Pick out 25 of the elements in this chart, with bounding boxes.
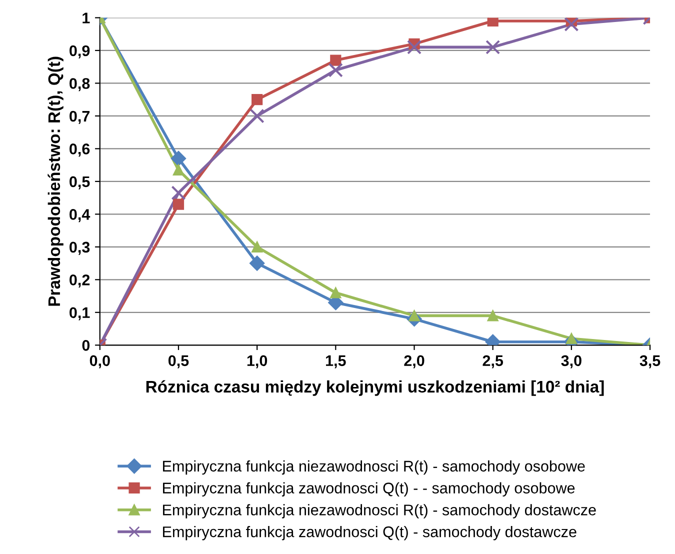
- legend-label: Empiryczna funkcja zawodnosci Q(t) - samochody dostawcze: [163, 526, 576, 540]
- legend-label: Empiryczna funkcja niezawodnosci R(t) - samochody osobowe: [163, 460, 585, 475]
- legend-label: Empiryczna funkcja niezawodnosci R(t) - samochody dostawcze: [163, 504, 596, 518]
- x-axis-title: Róznica czasu między kolejnymi uszkodzeniami [10² dnia]: [146, 380, 604, 396]
- x-tick-label: 1,5: [326, 355, 346, 368]
- x-tick-label: 1,0: [247, 355, 268, 368]
- x-tick-label: 3,0: [561, 355, 582, 368]
- y-tick-label: 0,2: [70, 274, 90, 288]
- x-tick-label: 2,5: [482, 355, 504, 368]
- y-axis-title: Prawdopodobieństwo: R(t), Q(t): [48, 56, 64, 306]
- x-tick-label: 0,0: [90, 355, 110, 368]
- y-tick-label: 0,3: [70, 242, 90, 255]
- y-tick-label: 0,5: [70, 176, 90, 190]
- y-tick-label: 0,8: [70, 78, 90, 92]
- y-tick-label: 0,4: [70, 209, 90, 222]
- x-tick-label: 0,5: [168, 355, 189, 368]
- y-tick-label: 0: [82, 340, 90, 351]
- y-tick-label: 0,7: [70, 110, 90, 124]
- y-tick-label: 0,1: [70, 307, 90, 320]
- x-tick-label: 2,0: [404, 355, 424, 368]
- y-tick-label: 0,6: [70, 144, 90, 157]
- legend-label: Empiryczna funkcja zawodnosci Q(t) - - samochody osobowe: [163, 482, 575, 496]
- y-tick-label: 1: [82, 12, 90, 24]
- x-tick-label: 3,5: [640, 355, 660, 368]
- y-tick-label: 0,9: [70, 45, 90, 58]
